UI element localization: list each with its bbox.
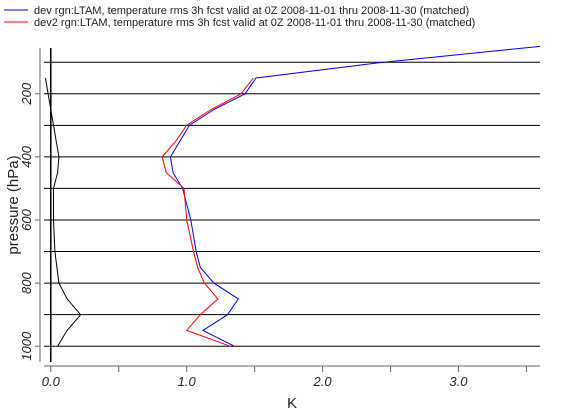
- y-tick-label-1: 400: [19, 145, 34, 167]
- series-line-2: [44, 77, 82, 347]
- legend: dev rgn:LTAM, temperature rms 3h fcst va…: [4, 5, 475, 29]
- gridlines: [44, 61, 540, 347]
- axes: [39, 48, 540, 367]
- series-line-0: [169, 45, 541, 347]
- y-axis-title: pressure (hPa): [5, 155, 22, 254]
- x-axis-ticks: 0.0 1.0 2.0 3.0: [42, 366, 527, 389]
- legend-label-0: dev rgn:LTAM, temperature rms 3h fcst va…: [34, 5, 469, 17]
- x-tick-label-6: 3.0: [449, 374, 468, 389]
- series-layer: [44, 45, 541, 347]
- y-tick-label-0: 200: [19, 82, 34, 105]
- y-tick-label-3: 800: [19, 271, 34, 293]
- y-axis-ticks: 200 400 600 800 1000: [19, 82, 40, 361]
- x-tick-label-0: 0.0: [42, 374, 61, 389]
- x-tick-label-2: 1.0: [178, 374, 197, 389]
- series-line-1: [161, 77, 254, 347]
- x-tick-label-4: 2.0: [313, 374, 333, 389]
- y-tick-label-2: 600: [19, 208, 34, 230]
- legend-label-1: dev2 rgn:LTAM, temperature rms 3h fcst v…: [34, 17, 475, 29]
- y-tick-label-4: 1000: [19, 331, 34, 361]
- x-axis-title: K: [287, 395, 297, 412]
